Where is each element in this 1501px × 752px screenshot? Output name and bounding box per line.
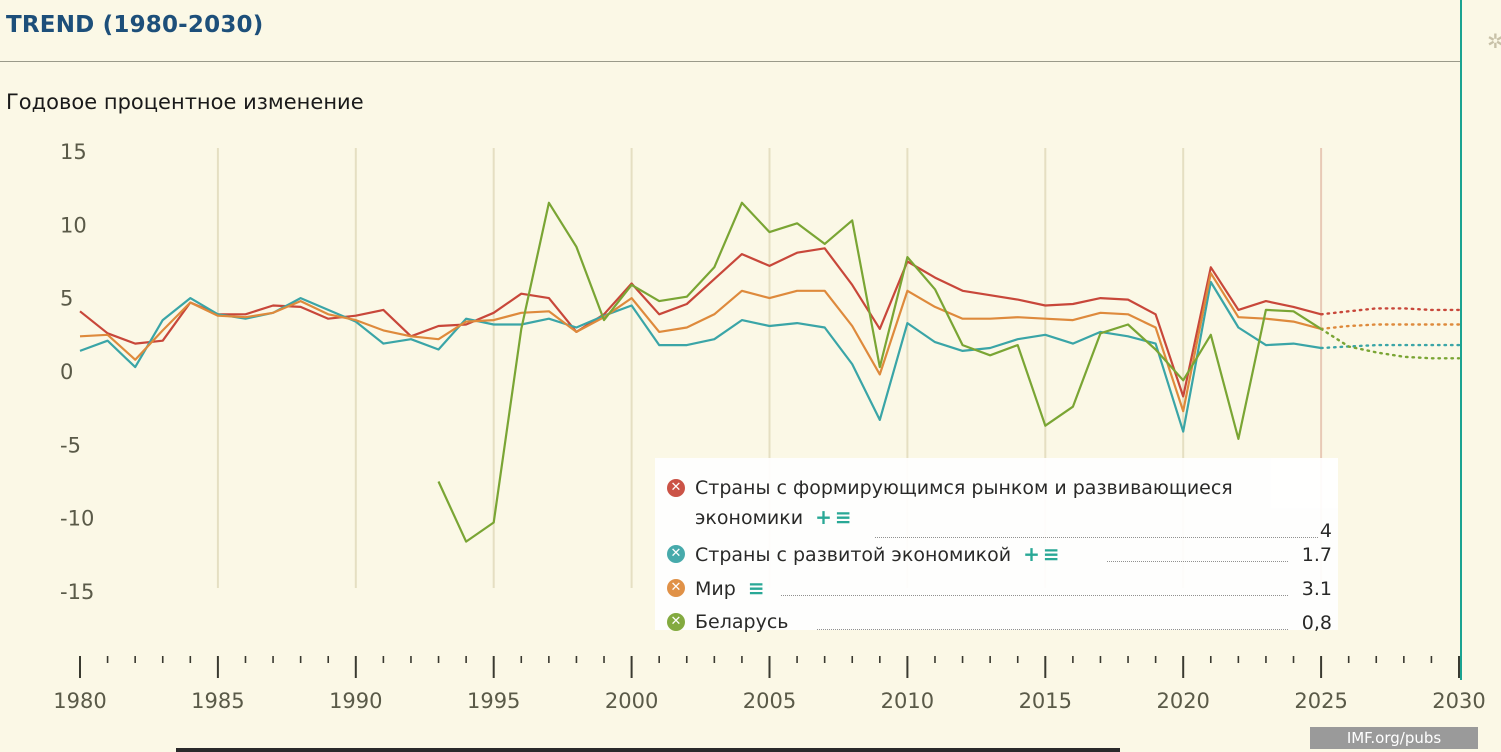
x-tick-label: 2005 (743, 689, 796, 713)
x-circle-icon[interactable]: ✕ (667, 613, 685, 631)
y-tick-label: 15 (60, 140, 87, 164)
legend-label: Мир ≡ (695, 574, 768, 604)
forecast-cursor-line[interactable] (1460, 0, 1462, 680)
y-tick-label: 0 (60, 360, 73, 384)
series-forecast-3[interactable] (1319, 327, 1461, 360)
legend-leader-dots (1107, 561, 1288, 562)
legend-label: Страны с формирующимся рынком и развиваю… (695, 474, 1305, 533)
x-tick-label: 2025 (1294, 689, 1347, 713)
series-line-0[interactable] (79, 247, 1322, 398)
x-tick-label: 2015 (1019, 689, 1072, 713)
legend-leader-dots (817, 629, 1288, 630)
chart-title: TREND (1980-2030) (6, 12, 264, 38)
y-axis-title: Годовое процентное изменение (6, 90, 364, 114)
legend-series-name: Беларусь (695, 611, 789, 633)
legend-value: 4 (1319, 520, 1332, 542)
legend-label: Беларусь (695, 608, 788, 637)
legend-value: 3.1 (1301, 578, 1332, 600)
legend-leader-dots (781, 595, 1288, 596)
legend-series-name: Страны с развитой экономикой (695, 544, 1012, 566)
legend-series-name: Мир (695, 578, 736, 600)
x-circle-icon[interactable]: ✕ (667, 545, 685, 563)
legend-value: 0,8 (1301, 612, 1332, 634)
bottom-scrollbar[interactable] (176, 748, 1120, 752)
series-line-1[interactable] (79, 280, 1322, 433)
y-tick-label: -5 (60, 433, 81, 457)
chart-legend: ✕ Страны с формирующимся рынком и развива… (655, 458, 1338, 634)
list-icon[interactable]: ≡ (747, 576, 768, 600)
x-tick-label: 2020 (1156, 689, 1209, 713)
gear-icon[interactable]: ✲ (1487, 29, 1501, 53)
x-tick-label: 2010 (881, 689, 934, 713)
series-line-2[interactable] (79, 272, 1322, 413)
header-divider (0, 61, 1460, 62)
series-line-3[interactable] (437, 201, 1322, 543)
x-tick-label: 1980 (53, 689, 106, 713)
legend-series-name: Страны с формирующимся рынком и развиваю… (695, 477, 1233, 529)
series-forecast-0[interactable] (1319, 307, 1461, 316)
series-forecast-2[interactable] (1319, 323, 1461, 331)
y-tick-label: 10 (60, 213, 87, 237)
x-tick-label: 2030 (1432, 689, 1485, 713)
series-forecast-1[interactable] (1319, 343, 1461, 350)
chart-header: TREND (1980-2030) ✲ (0, 0, 1501, 62)
imf-pubs-badge[interactable]: IMF.org/pubs (1310, 727, 1478, 749)
add-and-list-icons[interactable]: +≡ (815, 505, 855, 529)
legend-leader-dots (875, 537, 1318, 538)
legend-label: Страны с развитой экономикой +≡ (695, 540, 1063, 570)
x-tick-label: 2000 (605, 689, 658, 713)
x-circle-icon[interactable]: ✕ (667, 579, 685, 597)
y-tick-label: 5 (60, 287, 73, 311)
y-tick-label: -10 (60, 507, 94, 531)
legend-value: 1.7 (1301, 544, 1332, 566)
x-tick-label: 1985 (191, 689, 244, 713)
add-and-list-icons[interactable]: +≡ (1023, 542, 1063, 566)
y-tick-label: -15 (60, 580, 94, 604)
x-tick-label: 1995 (467, 689, 520, 713)
x-circle-icon[interactable]: ✕ (667, 479, 685, 497)
x-tick-label: 1990 (329, 689, 382, 713)
